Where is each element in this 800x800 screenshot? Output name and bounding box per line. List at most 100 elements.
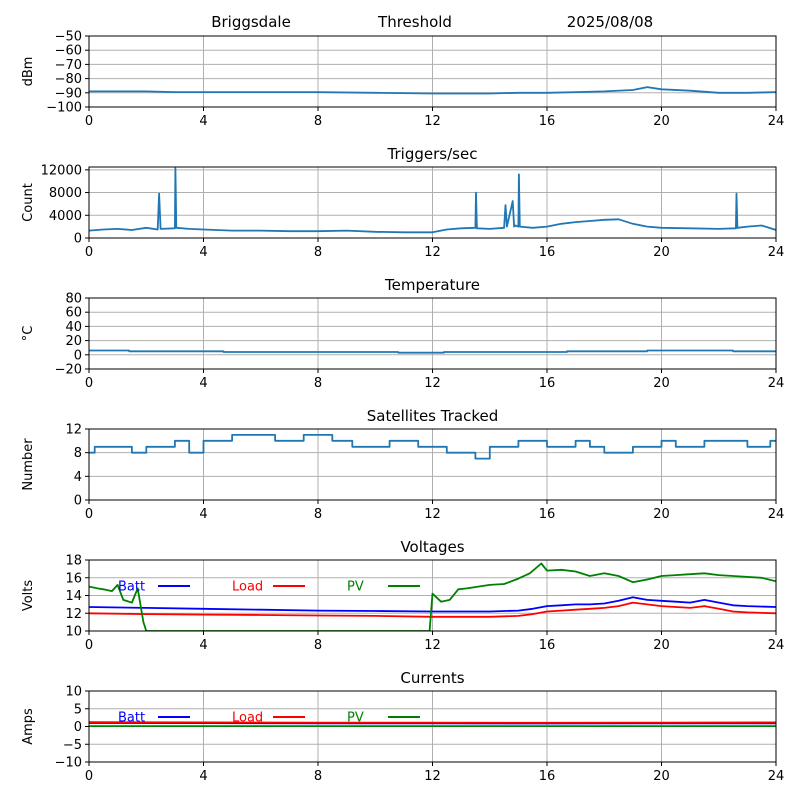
series-line-1 — [89, 167, 776, 234]
x-tick-label-4: 16 — [539, 638, 556, 653]
y-tick-label-3: 20 — [65, 334, 82, 349]
series-line-load — [89, 601, 776, 618]
panel-ylabel: Amps — [21, 708, 36, 745]
y-tick-label-4: −10 — [55, 756, 82, 771]
legend-label-batt: Batt — [118, 711, 145, 726]
y-tick-label-0: 10 — [65, 685, 82, 700]
x-tick-label-5: 20 — [653, 769, 670, 784]
y-tick-label-1: 16 — [65, 571, 82, 586]
y-tick-label-4: 0 — [74, 348, 82, 363]
y-tick-label-4: −90 — [55, 86, 82, 101]
x-tick-label-1: 4 — [199, 638, 207, 653]
x-tick-label-0: 0 — [85, 114, 93, 129]
x-tick-label-5: 20 — [653, 245, 670, 260]
x-tick-label-6: 24 — [768, 507, 785, 522]
panel-title: Temperature — [384, 276, 480, 294]
y-tick-label-0: 18 — [65, 554, 82, 569]
y-tick-label-2: 0 — [74, 720, 82, 735]
x-tick-label-1: 4 — [199, 245, 207, 260]
y-tick-label-2: 4 — [74, 470, 82, 485]
series-line-1 — [89, 349, 776, 354]
x-tick-label-4: 16 — [539, 376, 556, 391]
panel-title: Satellites Tracked — [367, 407, 498, 425]
panel-title: Triggers/sec — [387, 145, 478, 163]
y-tick-label-0: 12 — [65, 423, 82, 438]
legend-label-pv: PV — [347, 580, 364, 595]
y-tick-label-1: 60 — [65, 306, 82, 321]
y-tick-label-5: −100 — [46, 101, 82, 116]
series-line-batt — [89, 596, 776, 613]
y-tick-label-1: 8 — [74, 446, 82, 461]
x-tick-label-6: 24 — [768, 114, 785, 129]
legend-label-load: Load — [232, 711, 263, 726]
panel-ylabel: °C — [21, 326, 36, 342]
x-tick-label-4: 16 — [539, 507, 556, 522]
x-tick-label-6: 24 — [768, 769, 785, 784]
header-station: Briggsdale — [211, 13, 291, 31]
panel-title: Voltages — [400, 538, 464, 556]
x-tick-label-3: 12 — [424, 638, 441, 653]
figure-header: Briggsdale Threshold 2025/08/08 — [211, 13, 653, 31]
y-tick-label-1: 5 — [74, 702, 82, 717]
x-tick-label-3: 12 — [424, 114, 441, 129]
x-tick-label-4: 16 — [539, 114, 556, 129]
y-tick-label-2: 14 — [65, 589, 82, 604]
x-tick-label-2: 8 — [314, 245, 322, 260]
x-tick-label-5: 20 — [653, 114, 670, 129]
panel-ylabel: Number — [21, 438, 36, 491]
x-tick-label-2: 8 — [314, 376, 322, 391]
y-tick-label-0: 80 — [65, 292, 82, 307]
y-tick-label-2: −70 — [55, 58, 82, 73]
series-line-1 — [89, 433, 776, 460]
y-tick-label-1: −60 — [55, 44, 82, 59]
y-tick-label-3: 0 — [74, 232, 82, 247]
x-tick-label-1: 4 — [199, 769, 207, 784]
series-line-pv — [89, 562, 776, 631]
x-tick-label-2: 8 — [314, 114, 322, 129]
header-date: 2025/08/08 — [567, 13, 653, 31]
x-tick-label-5: 20 — [653, 376, 670, 391]
header-label: Threshold — [377, 13, 452, 31]
y-tick-label-2: 40 — [65, 320, 82, 335]
x-tick-label-5: 20 — [653, 638, 670, 653]
x-tick-label-3: 12 — [424, 376, 441, 391]
legend-label-pv: PV — [347, 711, 364, 726]
y-tick-label-3: 0 — [74, 494, 82, 509]
x-tick-label-0: 0 — [85, 376, 93, 391]
x-tick-label-3: 12 — [424, 507, 441, 522]
panel-5: 0 4 8 12 16 20 24 18 16 14 12 10 Voltages Volts Batt Lo… — [21, 538, 784, 653]
legend-label-batt: Batt — [118, 580, 145, 595]
panel-ylabel: Count — [21, 183, 36, 222]
panel-1: 0 4 8 12 16 20 24 −50−60−70−80−90−100 dBm — [21, 30, 784, 130]
x-tick-label-5: 20 — [653, 507, 670, 522]
x-tick-label-1: 4 — [199, 114, 207, 129]
x-tick-label-0: 0 — [85, 769, 93, 784]
panel-6: 0 4 8 12 16 20 24 10 5 0 −5 −10 Currents Amps Batt Load… — [21, 669, 784, 784]
y-tick-label-1: 8000 — [49, 186, 82, 201]
x-tick-label-0: 0 — [85, 638, 93, 653]
x-tick-label-3: 12 — [424, 769, 441, 784]
x-tick-label-3: 12 — [424, 245, 441, 260]
x-tick-label-6: 24 — [768, 638, 785, 653]
x-tick-label-4: 16 — [539, 769, 556, 784]
x-tick-label-0: 0 — [85, 245, 93, 260]
panel-2: 0 4 8 12 16 20 24 12000 8000 4000 0 Triggers/sec Cou… — [21, 145, 784, 260]
panel-ylabel: Volts — [21, 580, 36, 612]
series-line-load — [89, 721, 776, 724]
x-tick-label-0: 0 — [85, 507, 93, 522]
y-tick-label-4: 10 — [65, 625, 82, 640]
y-tick-label-2: 4000 — [49, 209, 82, 224]
x-tick-label-2: 8 — [314, 638, 322, 653]
x-tick-label-2: 8 — [314, 507, 322, 522]
y-tick-label-3: 12 — [65, 607, 82, 622]
x-tick-label-1: 4 — [199, 376, 207, 391]
panel-4: 0 4 8 12 16 20 24 12 8 4 0 Satellites Tracked Number — [21, 407, 784, 522]
y-tick-label-3: −80 — [55, 72, 82, 87]
y-tick-label-0: 12000 — [41, 163, 82, 178]
y-tick-label-3: −5 — [63, 738, 82, 753]
panel-ylabel: dBm — [21, 57, 36, 87]
x-tick-label-6: 24 — [768, 376, 785, 391]
panel-title: Currents — [400, 669, 464, 687]
